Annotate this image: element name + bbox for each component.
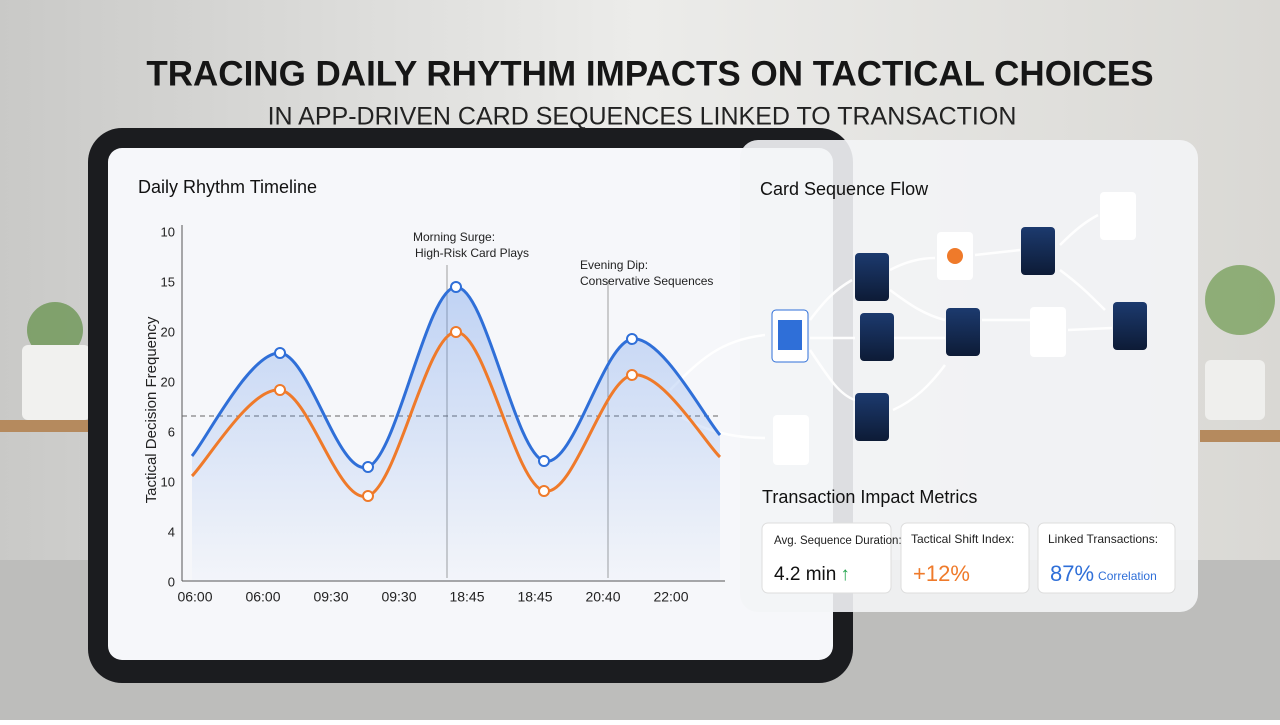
point: [362, 461, 374, 473]
x-tick-label: 20:40: [585, 589, 620, 605]
annotation: Evening Dip:: [580, 258, 648, 272]
shelf: [1200, 430, 1280, 442]
metric-value: 4.2 min: [774, 564, 836, 585]
metric-extra: ↑: [840, 564, 850, 585]
metric-label: Avg. Sequence Duration:: [774, 535, 902, 547]
subtitle: IN APP-DRIVEN CARD SEQUENCES LINKED TO T…: [268, 103, 1017, 131]
x-tick-label: 09:30: [381, 589, 416, 605]
plant: [1205, 265, 1275, 335]
x-tick-label: 09:30: [313, 589, 348, 605]
title: TRACING DAILY RHYTHM IMPACTS ON TACTICAL…: [146, 54, 1153, 93]
y-tick-label: 20: [161, 324, 175, 339]
metric-label: Tactical Shift Index:: [911, 532, 1014, 546]
x-tick-label: 18:45: [517, 589, 552, 605]
y-tick-label: 4: [168, 524, 175, 539]
flow-title: Card Sequence Flow: [760, 179, 929, 199]
pot: [22, 345, 90, 420]
y-label: Tactical Decision Frequency: [143, 316, 160, 503]
metric-value: 87%: [1050, 561, 1094, 586]
x-tick-label: 06:00: [177, 589, 212, 605]
metric-card: [1037, 522, 1176, 594]
metric-label: Avg. Sequence Duration:: [774, 535, 902, 547]
point: [626, 369, 638, 381]
y-tick-label: 0: [168, 574, 175, 589]
point: [274, 384, 286, 396]
cards: [771, 192, 1147, 465]
x-tick-label: 06:00: [245, 589, 280, 605]
metric-value: +12%: [913, 561, 970, 586]
metric-label: Linked Transactions:: [1048, 532, 1158, 546]
x-tick-label: 22:00: [653, 589, 688, 605]
annotation: High-Risk Card Plays: [415, 246, 529, 260]
annotation: Morning Surge:: [413, 230, 495, 244]
point: [538, 455, 550, 467]
x-tick-label: 18:45: [449, 589, 484, 605]
chart-title: Daily Rhythm Timeline: [138, 177, 317, 197]
metric-extra: Correlation: [1098, 569, 1157, 583]
right-panel: [740, 140, 1198, 612]
shelf: [0, 420, 95, 432]
metric-card: [900, 522, 1030, 594]
y-tick-label: 6: [168, 424, 175, 439]
pot: [1205, 360, 1265, 420]
y-tick-label: 15: [161, 274, 175, 289]
point: [450, 326, 462, 338]
area: [192, 286, 720, 581]
point: [538, 485, 550, 497]
point: [450, 281, 462, 293]
point: [626, 333, 638, 345]
metric-card: [761, 522, 892, 594]
point: [362, 490, 374, 502]
y-tick-label: 20: [161, 374, 175, 389]
plant: [27, 302, 83, 358]
y-tick-label: 10: [161, 224, 175, 239]
annotation: Conservative Sequences: [580, 274, 713, 288]
y-tick-label: 10: [161, 474, 175, 489]
metrics-title: Transaction Impact Metrics: [762, 487, 977, 507]
point: [274, 347, 286, 359]
